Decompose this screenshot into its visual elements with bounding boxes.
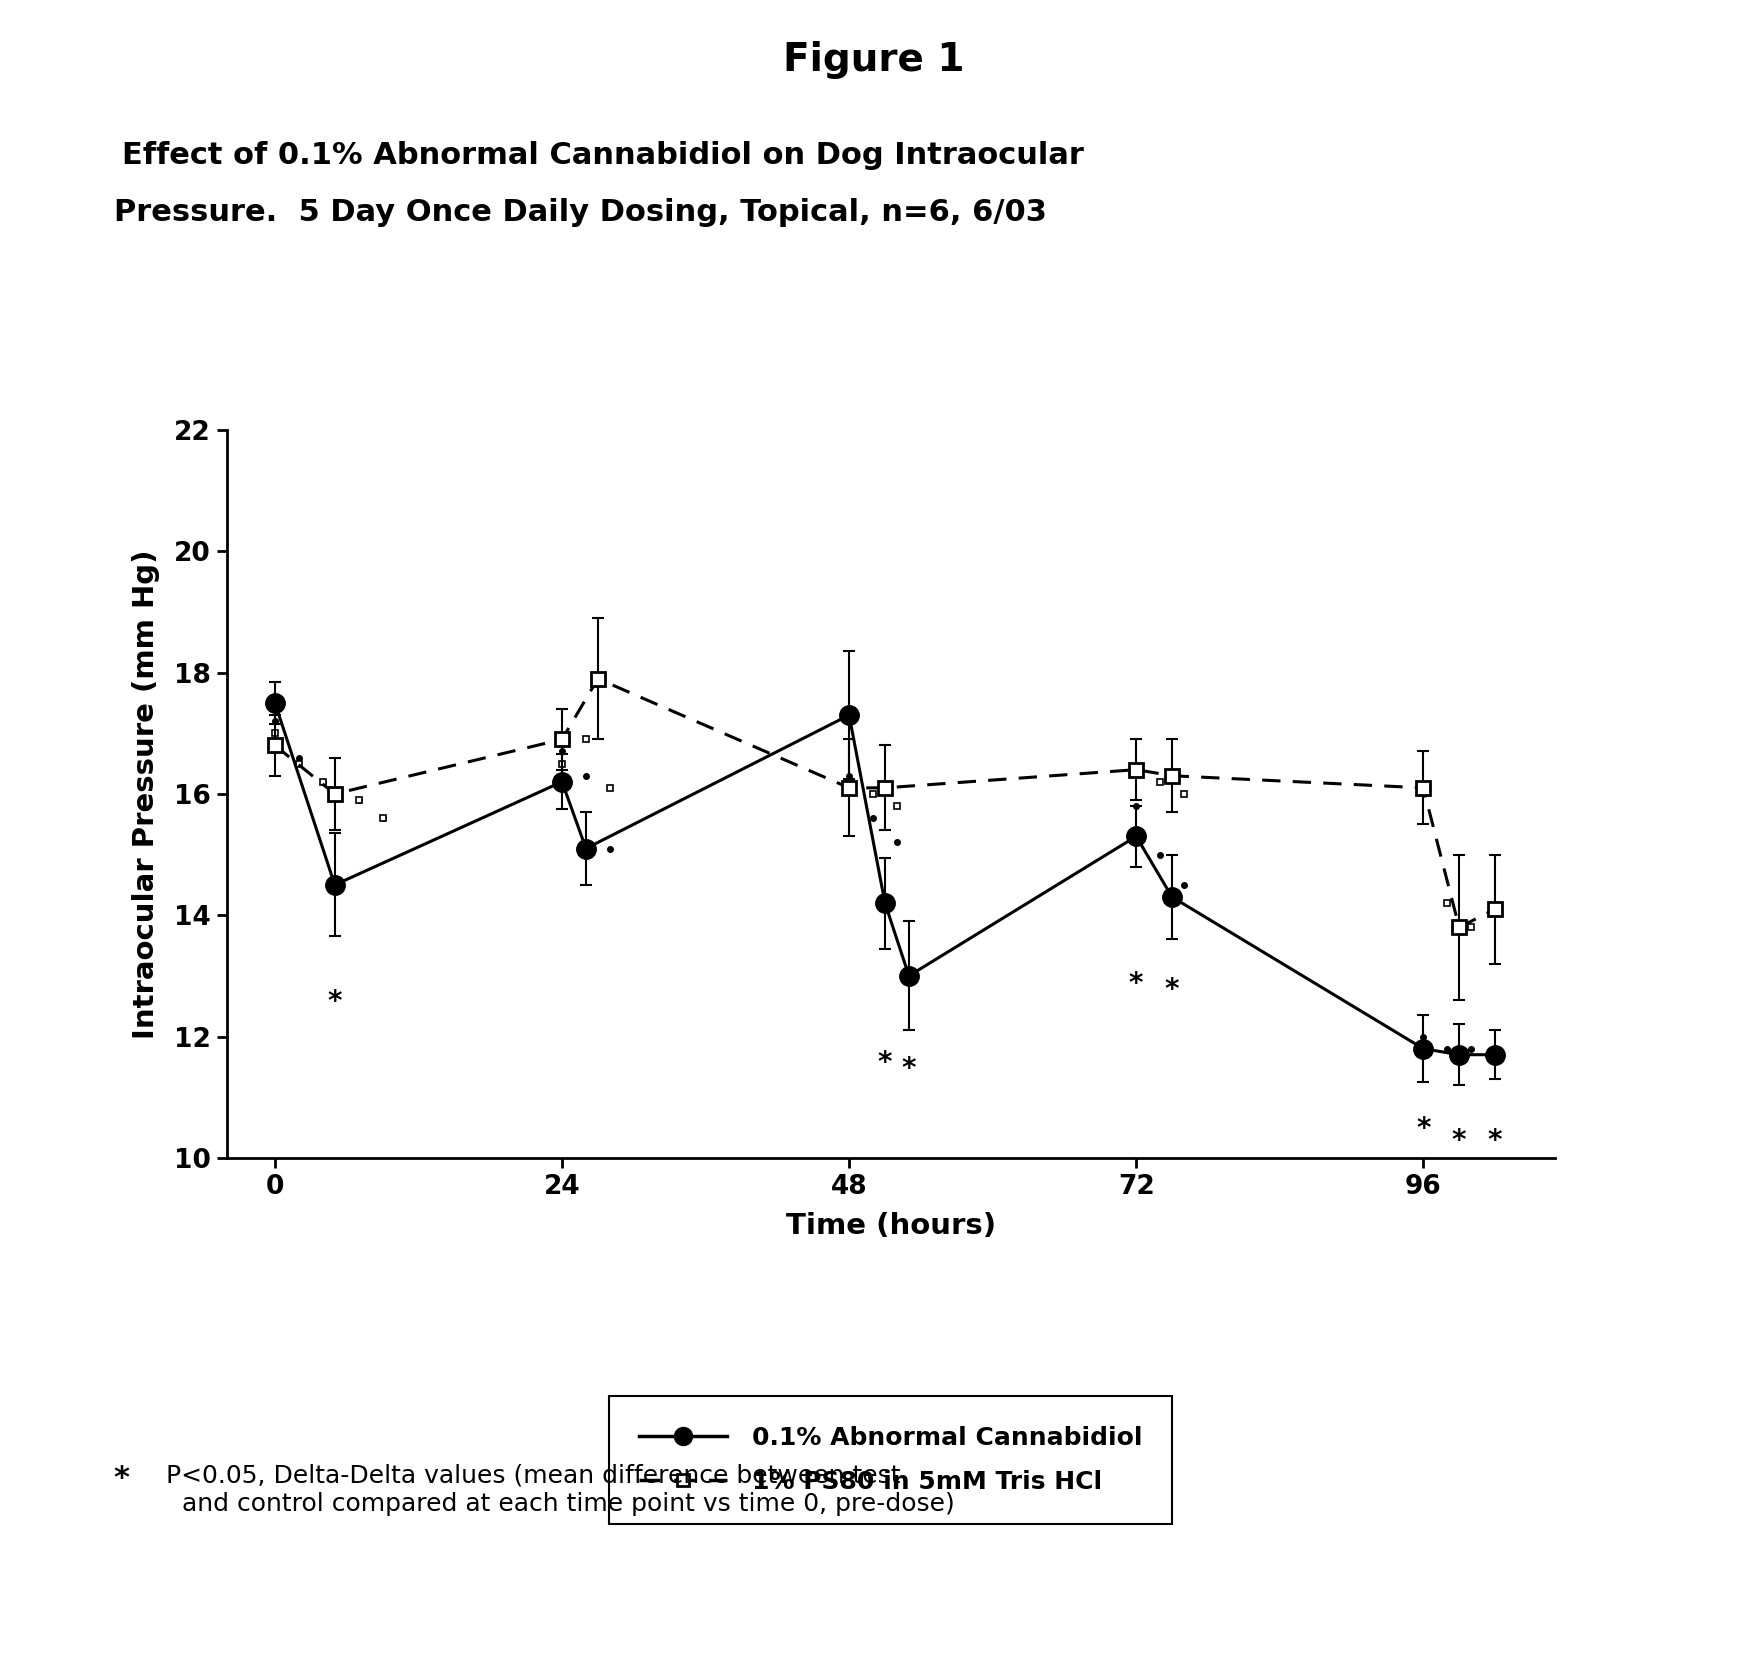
Text: *: * [1452,1128,1466,1156]
Text: Pressure.  5 Day Once Daily Dosing, Topical, n=6, 6/03: Pressure. 5 Day Once Daily Dosing, Topic… [114,198,1046,228]
Text: *: * [114,1464,129,1494]
Text: *: * [877,1049,893,1077]
Text: *: * [901,1055,915,1083]
Text: *: * [1488,1128,1502,1156]
Text: Figure 1: Figure 1 [783,41,964,79]
Text: *: * [1165,976,1179,1004]
Text: P<0.05, Delta-Delta values (mean difference between test
  and control compared : P<0.05, Delta-Delta values (mean differe… [166,1464,954,1515]
Legend: 0.1% Abnormal Cannabidiol, 1% PS80 in 5mM Tris HCl: 0.1% Abnormal Cannabidiol, 1% PS80 in 5m… [610,1396,1172,1523]
Y-axis label: Intraocular Pressure (mm Hg): Intraocular Pressure (mm Hg) [131,549,159,1039]
Text: Effect of 0.1% Abnormal Cannabidiol on Dog Intraocular: Effect of 0.1% Abnormal Cannabidiol on D… [122,141,1085,170]
Text: *: * [327,987,342,1016]
Text: *: * [1129,969,1144,997]
Text: *: * [1417,1115,1431,1143]
X-axis label: Time (hours): Time (hours) [786,1212,996,1239]
